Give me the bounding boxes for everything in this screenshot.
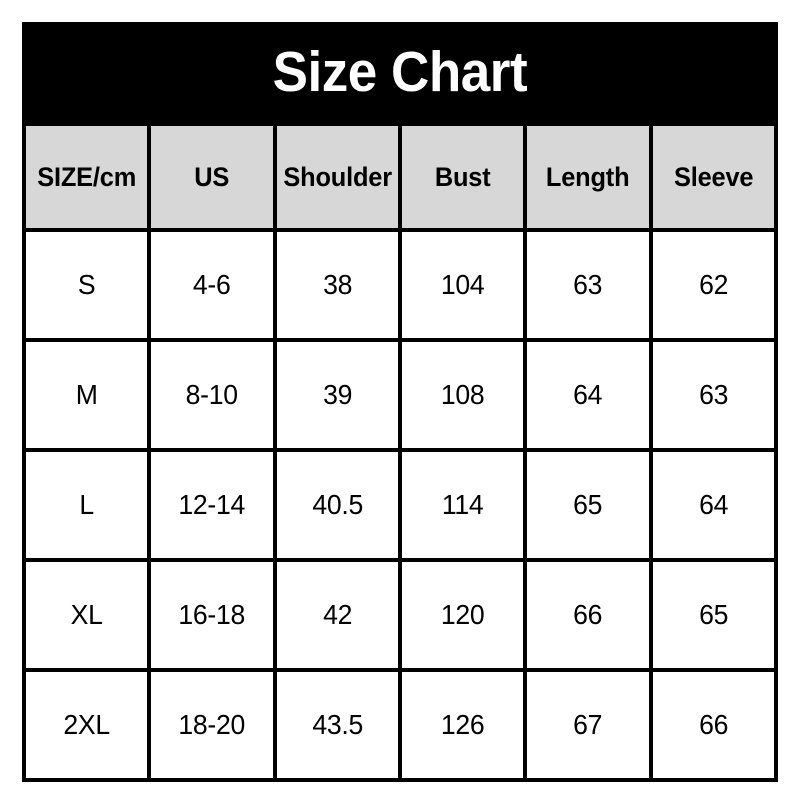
cell-value: 65 <box>698 599 728 630</box>
table-row: L 12-14 40.5 114 65 64 <box>21 448 779 562</box>
cell-value: 114 <box>441 489 484 520</box>
cell-value: 67 <box>573 709 603 740</box>
size-chart: Size Chart SIZE/cm US Shoulder Bust Leng… <box>21 22 779 782</box>
cell-value: 63 <box>698 379 728 410</box>
cell-size: S <box>21 228 152 342</box>
cell-value: 38 <box>322 269 352 300</box>
size-chart-table: SIZE/cm US Shoulder Bust Length Sleeve S… <box>21 122 779 782</box>
cell-value: XL <box>70 599 103 630</box>
cell-us: 4-6 <box>147 228 277 342</box>
cell-size: 2XL <box>21 668 152 782</box>
cell-shoulder: 40.5 <box>272 448 402 562</box>
cell-value: 66 <box>573 599 603 630</box>
cell-value: 104 <box>440 269 485 300</box>
page-title: Size Chart <box>272 39 528 104</box>
cell-us: 12-14 <box>147 448 277 562</box>
cell-shoulder: 39 <box>272 338 402 452</box>
cell-shoulder: 38 <box>272 228 402 342</box>
column-header-us-label: US <box>194 161 230 192</box>
table-row: 2XL 18-20 43.5 126 67 66 <box>21 668 779 782</box>
cell-sleeve: 64 <box>648 448 779 562</box>
cell-value: 8-10 <box>185 379 239 410</box>
cell-value: L <box>79 489 94 520</box>
cell-sleeve: 66 <box>648 668 779 782</box>
cell-value: 18-20 <box>178 709 246 740</box>
cell-value: 120 <box>440 599 485 630</box>
cell-sleeve: 62 <box>648 228 779 342</box>
cell-value: M <box>75 379 98 410</box>
cell-us: 8-10 <box>147 338 277 452</box>
cell-value: 64 <box>698 489 728 520</box>
cell-value: 39 <box>322 379 352 410</box>
cell-us: 16-18 <box>147 558 277 672</box>
cell-value: 126 <box>440 709 485 740</box>
cell-value: 66 <box>698 709 728 740</box>
column-header-bust-label: Bust <box>434 161 491 192</box>
cell-value: 4-6 <box>193 269 231 300</box>
table-header-row: SIZE/cm US Shoulder Bust Length Sleeve <box>21 122 779 232</box>
column-header-sleeve: Sleeve <box>648 122 779 232</box>
column-header-size: SIZE/cm <box>21 122 152 232</box>
cell-value: 40.5 <box>312 489 363 520</box>
column-header-size-label: SIZE/cm <box>37 161 137 192</box>
cell-bust: 126 <box>397 668 528 782</box>
column-header-shoulder-label: Shoulder <box>283 161 392 192</box>
column-header-length-label: Length <box>546 161 630 192</box>
cell-bust: 108 <box>397 338 528 452</box>
cell-value: 43.5 <box>312 709 363 740</box>
cell-bust: 104 <box>397 228 528 342</box>
cell-value: 63 <box>573 269 603 300</box>
cell-bust: 120 <box>397 558 528 672</box>
cell-size: L <box>21 448 152 562</box>
cell-length: 67 <box>523 668 653 782</box>
cell-value: 42 <box>322 599 352 630</box>
cell-value: 2XL <box>63 709 110 740</box>
cell-length: 66 <box>523 558 653 672</box>
column-header-sleeve-label: Sleeve <box>673 161 754 192</box>
cell-size: M <box>21 338 152 452</box>
cell-value: 64 <box>573 379 603 410</box>
cell-size: XL <box>21 558 152 672</box>
cell-value: 108 <box>440 379 485 410</box>
cell-value: 65 <box>573 489 603 520</box>
cell-length: 65 <box>523 448 653 562</box>
column-header-shoulder: Shoulder <box>272 122 402 232</box>
cell-length: 63 <box>523 228 653 342</box>
column-header-us: US <box>147 122 277 232</box>
title-banner: Size Chart <box>22 22 778 122</box>
cell-value: 62 <box>698 269 728 300</box>
cell-value: 16-18 <box>178 599 246 630</box>
cell-us: 18-20 <box>147 668 277 782</box>
cell-shoulder: 43.5 <box>272 668 402 782</box>
table-row: XL 16-18 42 120 66 65 <box>21 558 779 672</box>
cell-sleeve: 63 <box>648 338 779 452</box>
table-row: M 8-10 39 108 64 63 <box>21 338 779 452</box>
column-header-length: Length <box>523 122 653 232</box>
cell-value: 12-14 <box>178 489 246 520</box>
cell-value: S <box>77 269 96 300</box>
cell-length: 64 <box>523 338 653 452</box>
table-row: S 4-6 38 104 63 62 <box>21 228 779 342</box>
column-header-bust: Bust <box>397 122 528 232</box>
cell-sleeve: 65 <box>648 558 779 672</box>
cell-bust: 114 <box>397 448 528 562</box>
cell-shoulder: 42 <box>272 558 402 672</box>
